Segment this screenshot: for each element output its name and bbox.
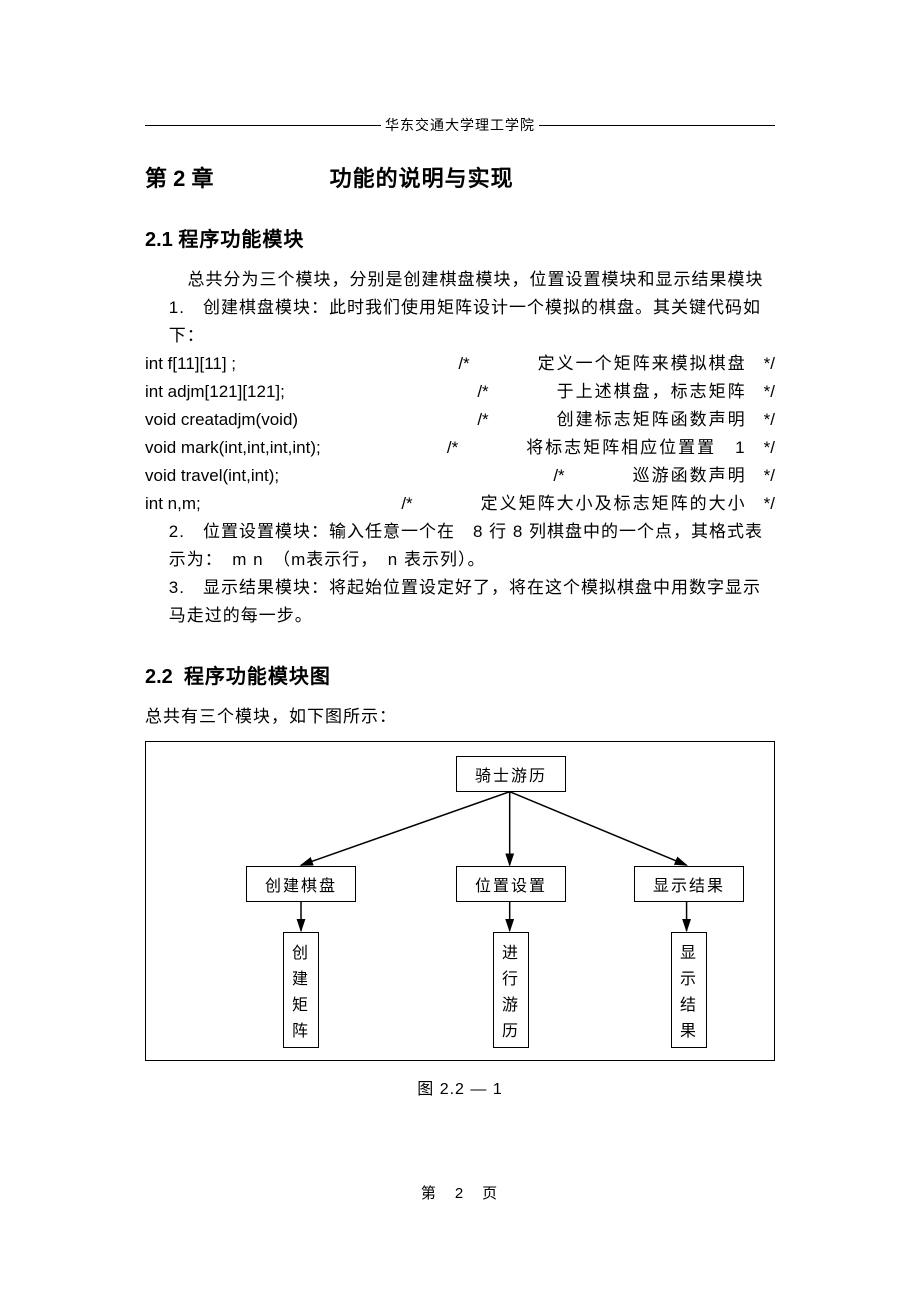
code-comment: /* 将标志矩阵相应位置置 1 */ [447,434,775,462]
chapter-title: 第 2 章 功能的说明与实现 [145,161,775,193]
item-2: 2. 位置设置模块：输入任意一个在 8 行 8 列棋盘中的一个点，其格式表示为：… [145,518,775,574]
code-comment: /* 创建标志矩阵函数声明 */ [477,406,775,434]
code-line: void mark(int,int,int,int); /* 将标志矩阵相应位置置… [145,434,775,462]
figure-caption: 图 2.2 — 1 [145,1075,775,1099]
code-left: int f[11][11] ; [145,350,236,378]
module-diagram: 骑士游历 创建棋盘 位置设置 显示结果 创建矩阵 进行游历 显示结果 [145,741,775,1061]
code-comment: /* 巡游函数声明 */ [553,462,775,490]
code-comment: /* 定义矩阵大小及标志矩阵的大小 */ [401,490,775,518]
code-left: void creatadjm(void) [145,406,298,434]
section-21-heading: 程序功能模块 [178,229,304,251]
section-22-heading: 程序功能模块图 [184,666,331,688]
page-number: 第 2 页 [421,1185,499,1202]
node-mid-2: 位置设置 [456,866,566,902]
code-line: void creatadjm(void) /* 创建标志矩阵函数声明 */ [145,406,775,434]
node-leaf-2: 进行游历 [493,932,529,1048]
node-mid-3: 显示结果 [634,866,744,902]
section-21-number: 2.1 [145,229,173,251]
node-root: 骑士游历 [456,756,566,792]
code-line: int f[11][11] ; /* 定义一个矩阵来模拟棋盘 */ [145,350,775,378]
page-footer: 第 2 页 [0,1182,920,1203]
code-block: int f[11][11] ;/* 定义一个矩阵来模拟棋盘 */int adjm… [145,350,775,518]
item-3: 3. 显示结果模块：将起始位置设定好了，将在这个模拟棋盘中用数字显示马走过的每一… [145,574,775,630]
chapter-number: 第 2 章 [145,166,213,191]
page-header: 华东交通大学理工学院 [145,115,775,135]
code-line: int adjm[121][121]; /* 于上述棋盘，标志矩阵 */ [145,378,775,406]
code-left: int adjm[121][121]; [145,378,285,406]
section-21-title: 2.1 程序功能模块 [145,223,775,252]
node-leaf-1: 创建矩阵 [283,932,319,1048]
section-21-intro: 总共分为三个模块，分别是创建棋盘模块，位置设置模块和显示结果模块 [145,266,775,294]
node-leaf-3: 显示结果 [671,932,707,1048]
institution-name: 华东交通大学理工学院 [381,115,539,135]
code-comment: /* 定义一个矩阵来模拟棋盘 */ [458,350,775,378]
chapter-heading: 功能的说明与实现 [330,166,514,191]
section-22-title: 2.2 程序功能模块图 [145,660,775,689]
section-22-number: 2.2 [145,666,173,688]
code-left: void mark(int,int,int,int); [145,434,321,462]
code-left: void travel(int,int); [145,462,279,490]
code-comment: /* 于上述棋盘，标志矩阵 */ [477,378,775,406]
code-line: void travel(int,int); /* 巡游函数声明 */ [145,462,775,490]
node-mid-1: 创建棋盘 [246,866,356,902]
code-line: int n,m; /* 定义矩阵大小及标志矩阵的大小 */ [145,490,775,518]
code-left: int n,m; [145,490,201,518]
item-1: 1. 创建棋盘模块：此时我们使用矩阵设计一个模拟的棋盘。其关键代码如下： [145,294,775,350]
section-22-intro: 总共有三个模块，如下图所示： [145,703,775,731]
